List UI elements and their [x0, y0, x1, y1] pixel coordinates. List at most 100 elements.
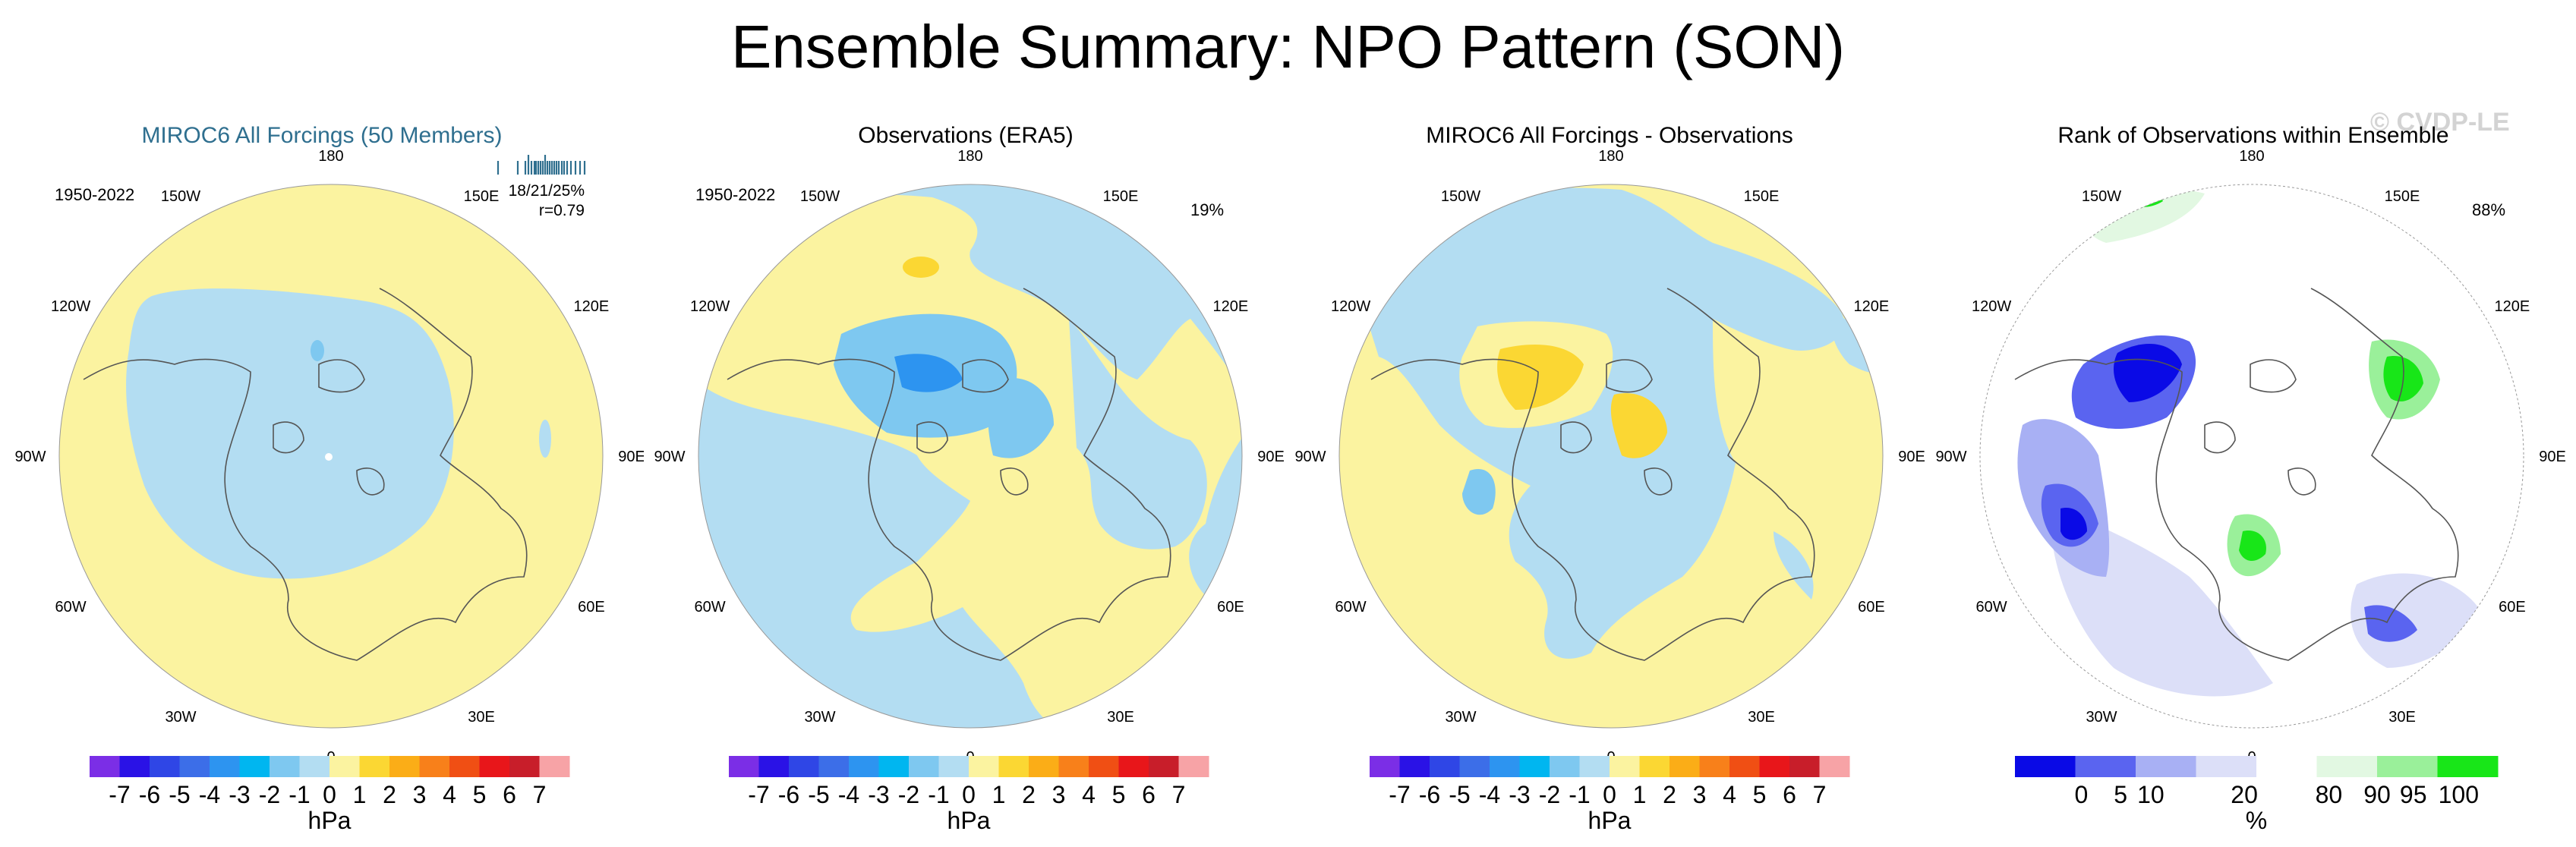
panel-3-islands [1560, 359, 1673, 496]
colorbar-swatch [1490, 756, 1520, 777]
page-title: Ensemble Summary: NPO Pattern (SON) [730, 13, 1846, 80]
colorbar-tick-label: 6 [1783, 781, 1796, 808]
colorbar-swatch [2256, 756, 2317, 777]
colorbar-tick-label: -1 [288, 781, 310, 808]
colorbar-swatch [2437, 756, 2499, 777]
colorbar-tick-label: 3 [413, 781, 427, 808]
panel-4-field-rank-5-c [2364, 605, 2417, 642]
lon-label-60w: 60W [55, 599, 87, 616]
colorbar-swatch [2136, 756, 2196, 777]
panel-3-map: 180150E120E90E60E30E030W60W90W120W150W [1294, 148, 1925, 766]
lon-label-180: 180 [957, 148, 982, 165]
panel-1: MIROC6 All Forcings (50 Members) 1950-20… [0, 0, 644, 847]
colorbar-swatch [789, 756, 819, 777]
colorbar-swatch [1149, 756, 1179, 777]
colorbar-unit: hPa [947, 807, 991, 834]
colorbar-tick-label: 7 [533, 781, 547, 808]
colorbar-swatch [1610, 756, 1640, 777]
lon-label-30w: 30W [804, 709, 835, 726]
panel-1-map-border [58, 184, 604, 729]
panel-2-field-positive [698, 194, 1242, 728]
colorbar-tick-label: -3 [229, 781, 250, 808]
colorbar-tick-label: -4 [838, 781, 859, 808]
colorbar-tick-label: 10 [2137, 781, 2165, 808]
colorbar-swatch [878, 756, 910, 777]
panel-1-map: 180150E120E90E60E30E030W60W90W120W150W [14, 148, 644, 766]
lon-label-180: 180 [318, 148, 343, 165]
colorbar-tick-label: 3 [1052, 781, 1066, 808]
panel-3-map-border [1338, 184, 1884, 729]
panel-2-title: Observations (ERA5) [858, 123, 1074, 148]
panel-1-islands [273, 359, 385, 496]
colorbar-swatch [969, 756, 999, 777]
colorbar-tick-label: 0 [2075, 781, 2089, 808]
lon-label-150e: 150E [1103, 188, 1139, 205]
panel-3-coastline [1370, 288, 1815, 661]
lon-label-150e: 150E [1744, 188, 1780, 205]
panel-1-stats-line2: r=0.79 [538, 202, 585, 219]
colorbar-swatch [1430, 756, 1460, 777]
colorbar-swatch [849, 756, 879, 777]
colorbar-tick-label: 4 [1082, 781, 1096, 808]
colorbar-swatch [1670, 756, 1700, 777]
colorbar-tick-label: 0 [323, 781, 336, 808]
colorbar-swatch [1759, 756, 1790, 777]
colorbar-swatch [449, 756, 480, 777]
panel-3-field-negative [1341, 187, 1845, 659]
colorbar-tick-label: -7 [1389, 781, 1410, 808]
panel-2: Observations (ERA5) 1950-2022 19% 180 150… [644, 0, 1288, 847]
panel-4-field-rank-0-b [2060, 508, 2087, 540]
colorbar-swatch [758, 756, 790, 777]
colorbar-swatch [2015, 756, 2076, 777]
colorbar-swatch [2075, 756, 2136, 777]
colorbar-swatch [1178, 756, 1209, 777]
colorbar-swatch [179, 756, 210, 777]
lon-label-120w: 120W [1331, 298, 1370, 315]
panel-2-pct: 19% [1190, 200, 1225, 219]
colorbar-tick-label: -1 [928, 781, 949, 808]
lon-label-120e: 120E [1213, 298, 1249, 315]
colorbar-tick-label: 2 [383, 781, 396, 808]
panel-3-field-negative-patch [1462, 469, 1496, 515]
colorbar-tick-label: 4 [443, 781, 456, 808]
panel-2-field-negative-east [1069, 319, 1207, 549]
panel-4-field-rank-100-c [2239, 531, 2266, 562]
lon-label-60e: 60E [1858, 599, 1885, 616]
colorbar-tick-label: -1 [1569, 781, 1590, 808]
colorbar-tick-label: 5 [473, 781, 487, 808]
lon-label-30w: 30W [1445, 709, 1476, 726]
colorbar-tick-label: -2 [898, 781, 919, 808]
colorbar-tick-label: 0 [1603, 781, 1616, 808]
panel-2-islands [916, 359, 1029, 496]
colorbar-swatch [539, 756, 570, 777]
lon-label-150w: 150W [2082, 188, 2121, 205]
lon-label-30w: 30W [165, 709, 196, 726]
colorbar-swatch [90, 756, 120, 777]
lon-label-120w: 120W [51, 298, 90, 315]
colorbar-tick-label: 20 [2231, 781, 2258, 808]
lon-label-150w: 150W [800, 188, 840, 205]
lon-label-60e: 60E [578, 599, 605, 616]
panel-2-colorbar: -7 -6 -5 -4 -3 -2 -1 0 1 2 3 4 5 6 7 hPa [729, 756, 1209, 834]
panel-1-coastline [83, 288, 528, 661]
colorbar-swatch [359, 756, 390, 777]
colorbar-swatch [729, 756, 759, 777]
lon-label-180: 180 [1598, 148, 1623, 165]
panel-4-islands [2204, 359, 2316, 496]
colorbar-tick-label: 95 [2400, 781, 2427, 808]
colorbar-tick-label: 100 [2439, 781, 2479, 808]
panel-1-title: MIROC6 All Forcings (50 Members) [141, 123, 503, 148]
colorbar-tick-label: -5 [808, 781, 829, 808]
lon-label-30e: 30E [2388, 709, 2416, 726]
panel-2-field-core-east [988, 378, 1054, 458]
panel-3-field-positive-east [1610, 393, 1667, 458]
panel-4-colorbar: 0 5 10 20 80 90 95 100% [2015, 756, 2499, 834]
colorbar-tick-label: -5 [1449, 781, 1470, 808]
lon-label-90e: 90E [2539, 449, 2566, 465]
colorbar-swatch [1639, 756, 1670, 777]
lon-label-30e: 30E [1748, 709, 1775, 726]
colorbar-tick-label: -2 [259, 781, 280, 808]
colorbar-swatch [479, 756, 510, 777]
colorbar-swatch [1399, 756, 1430, 777]
colorbar-tick-label: 6 [1142, 781, 1156, 808]
